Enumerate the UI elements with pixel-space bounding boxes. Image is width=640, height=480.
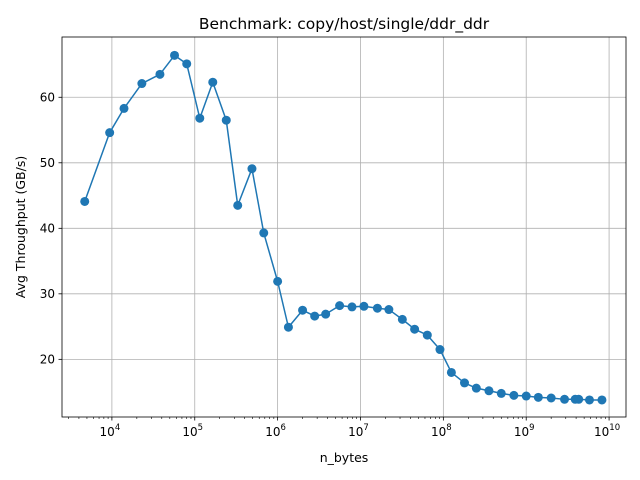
data-point [384, 305, 394, 315]
data-point [155, 69, 165, 79]
y-axis: 20 30 40 50 60 [40, 91, 62, 367]
y-tick-label: 40 [40, 222, 55, 236]
data-point [182, 59, 192, 69]
series [80, 50, 607, 405]
data-point [521, 391, 531, 401]
data-point [298, 305, 308, 315]
data-point [460, 378, 470, 388]
y-tick-label: 20 [40, 353, 55, 367]
data-point [80, 196, 90, 206]
x-tick-label: 109 [514, 423, 535, 439]
axes-frame [61, 36, 627, 418]
data-point [273, 276, 283, 286]
data-point [584, 395, 594, 405]
y-axis-label: Avg Throughput (GB/s) [13, 156, 28, 298]
x-tick-label: 106 [265, 423, 286, 439]
data-point [496, 388, 506, 398]
data-point [283, 322, 293, 332]
y-tick-label: 50 [40, 156, 55, 170]
data-point [170, 50, 180, 60]
data-point [471, 383, 481, 393]
y-tick-label: 30 [40, 287, 55, 301]
data-point [119, 103, 129, 113]
data-point [137, 79, 147, 89]
data-point [247, 164, 257, 174]
chart-title: Benchmark: copy/host/single/ddr_ddr [199, 15, 490, 34]
data-point [484, 386, 494, 396]
data-point [105, 128, 115, 138]
x-axis: 104 105 106 107 108 109 1010 [68, 417, 620, 439]
data-point [372, 303, 382, 313]
data-point [233, 200, 243, 210]
y-tick-label: 60 [40, 91, 55, 105]
x-axis-label: n_bytes [320, 450, 369, 465]
data-point [533, 392, 543, 402]
data-point [410, 324, 420, 334]
data-point [347, 302, 357, 312]
data-point [546, 393, 556, 403]
x-tick-label: 1010 [594, 423, 620, 439]
data-point [359, 301, 369, 311]
x-tick-label: 104 [100, 423, 121, 439]
data-point [560, 394, 570, 404]
x-tick-label: 108 [431, 423, 452, 439]
data-point [321, 309, 331, 319]
data-point [335, 301, 345, 311]
x-tick-label: 105 [182, 423, 203, 439]
data-point [208, 77, 218, 87]
data-point [195, 113, 205, 123]
data-point [446, 367, 456, 377]
data-point [259, 228, 269, 238]
data-point [221, 115, 231, 125]
x-tick-label: 107 [348, 423, 369, 439]
data-point [310, 311, 320, 321]
grid [62, 37, 626, 417]
data-point [509, 390, 519, 400]
data-point [435, 345, 445, 355]
data-point [574, 394, 584, 404]
data-point [422, 330, 432, 340]
data-point [597, 395, 607, 405]
axes-spines [61, 36, 627, 418]
data-point [397, 314, 407, 324]
